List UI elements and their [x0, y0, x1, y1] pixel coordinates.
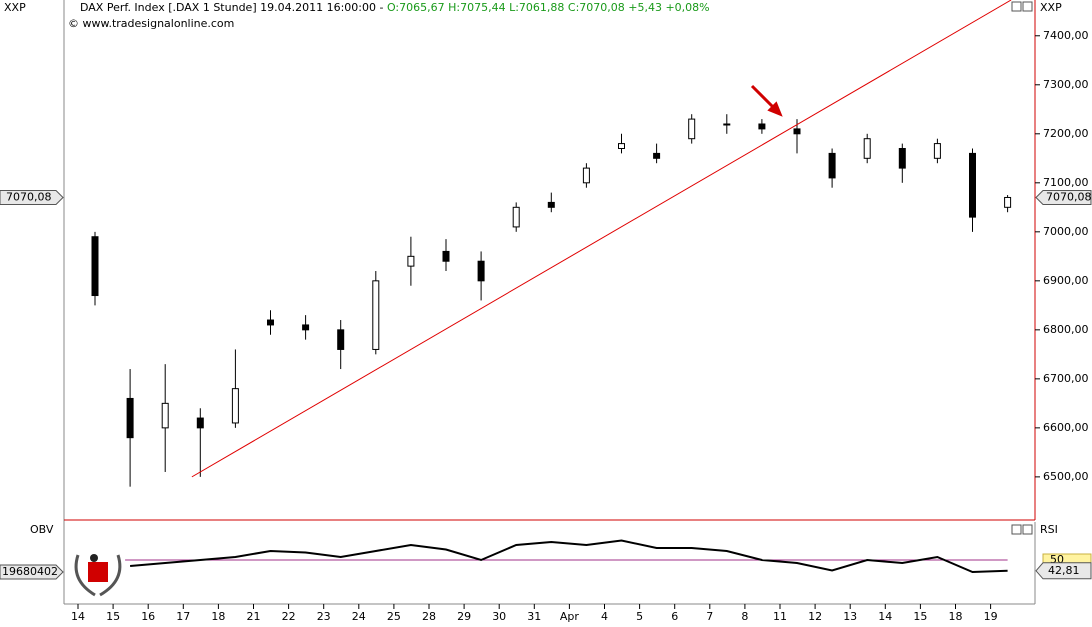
- candle-body: [653, 152, 661, 159]
- candle-body: [302, 324, 310, 331]
- quote: O:7065,67 H:7075,44 L:7061,88 C:7070,08 …: [387, 1, 710, 14]
- y-tick-label: 7000,00: [1043, 225, 1089, 238]
- candle-body: [477, 260, 485, 282]
- x-tick-label: 18: [211, 610, 225, 623]
- header-title: DAX Perf. Index [.DAX 1 Stunde] 19.04.20…: [80, 1, 710, 14]
- x-tick-label: 5: [636, 610, 643, 623]
- x-tick-label: 14: [878, 610, 892, 623]
- y-tick-label: 6600,00: [1043, 421, 1089, 434]
- candle-body: [161, 402, 169, 429]
- logo-box: [88, 562, 108, 582]
- indicator-name: RSI: [1040, 523, 1058, 536]
- y-tick-label: 6800,00: [1043, 323, 1089, 336]
- candle-body: [547, 201, 555, 208]
- candle-body: [267, 319, 274, 326]
- title: DAX Perf. Index [.DAX 1 Stunde] 19.04.20…: [80, 1, 383, 14]
- candle-body: [933, 143, 941, 159]
- x-tick-label: 23: [317, 610, 331, 623]
- x-tick-label: 18: [949, 610, 963, 623]
- price-box: [1035, 189, 1092, 205]
- arrow-annotation: [750, 84, 783, 117]
- candle-body: [723, 123, 731, 126]
- source: © www.tradesignalonline.com: [68, 17, 234, 30]
- x-tick-label: 17: [176, 610, 190, 623]
- x-tick-label: 21: [247, 610, 261, 623]
- x-tick-label: 31: [527, 610, 541, 623]
- candle-body: [126, 397, 134, 439]
- x-tick-label: 14: [71, 610, 85, 623]
- x-tick-label: 22: [282, 610, 296, 623]
- candle-body: [863, 138, 871, 159]
- x-tick-label: 15: [106, 610, 120, 623]
- price-label: 7070,08: [1046, 190, 1092, 203]
- candle-body: [758, 123, 766, 130]
- logo: [74, 554, 122, 597]
- trendline: [191, 0, 1012, 478]
- maximize-button[interactable]: [1011, 1, 1022, 12]
- y-tick-label: 7200,00: [1043, 127, 1089, 140]
- value-box: [0, 564, 64, 580]
- y-tick-label: 6700,00: [1043, 372, 1089, 385]
- candle-body: [231, 388, 239, 424]
- candle-body: [793, 128, 801, 135]
- maximize-button[interactable]: [1011, 524, 1022, 535]
- x-tick-label: 19: [984, 610, 998, 623]
- candle-body: [582, 167, 590, 184]
- x-tick-label: 13: [843, 610, 857, 623]
- y-tick-label: 7100,00: [1043, 176, 1089, 189]
- indicator-left-label: OBV: [30, 523, 54, 536]
- indicator-left-value: 19680402: [2, 565, 58, 578]
- close-button[interactable]: [1022, 524, 1033, 535]
- candle-body: [512, 206, 520, 228]
- candle-body: [196, 417, 204, 429]
- symbol-left: XXP: [4, 1, 26, 14]
- price-box: [0, 189, 64, 205]
- candle-body: [618, 143, 625, 150]
- x-tick-label: Apr: [560, 610, 580, 623]
- x-tick-label: 30: [492, 610, 506, 623]
- x-tick-label: 24: [352, 610, 366, 623]
- y-tick-label: 7300,00: [1043, 78, 1089, 91]
- x-tick-label: 4: [601, 610, 608, 623]
- x-tick-label: 8: [741, 610, 748, 623]
- candle-body: [91, 236, 99, 297]
- x-tick-label: 15: [913, 610, 927, 623]
- y-tick-label: 6900,00: [1043, 274, 1089, 287]
- candle-body: [442, 250, 450, 262]
- candle-body: [688, 118, 696, 140]
- x-tick-label: 12: [808, 610, 822, 623]
- candle-body: [969, 152, 976, 218]
- x-tick-label: 6: [671, 610, 678, 623]
- x-tick-label: 11: [773, 610, 787, 623]
- candle-body: [337, 329, 345, 350]
- close-button[interactable]: [1022, 1, 1033, 12]
- candle-body: [828, 152, 836, 179]
- x-tick-label: 28: [422, 610, 436, 623]
- y-tick-label: 7400,00: [1043, 29, 1089, 42]
- x-tick-label: 25: [387, 610, 401, 623]
- candle-body: [372, 280, 380, 350]
- x-tick-label: 29: [457, 610, 471, 623]
- logo-wreath: [74, 554, 122, 597]
- value-label: 42,81: [1048, 564, 1080, 577]
- rsi-line: [130, 539, 1008, 574]
- logo-head: [90, 554, 98, 562]
- x-tick-label: 16: [141, 610, 155, 623]
- y-tick-label: 6500,00: [1043, 470, 1089, 483]
- price-label: 7070,08: [6, 190, 52, 203]
- x-tick-label: 7: [706, 610, 713, 623]
- value-box: [1035, 562, 1092, 580]
- candle-body: [1004, 196, 1012, 208]
- candle-body: [407, 255, 415, 267]
- symbol-right: XXP: [1040, 1, 1062, 14]
- candle-body: [898, 148, 906, 169]
